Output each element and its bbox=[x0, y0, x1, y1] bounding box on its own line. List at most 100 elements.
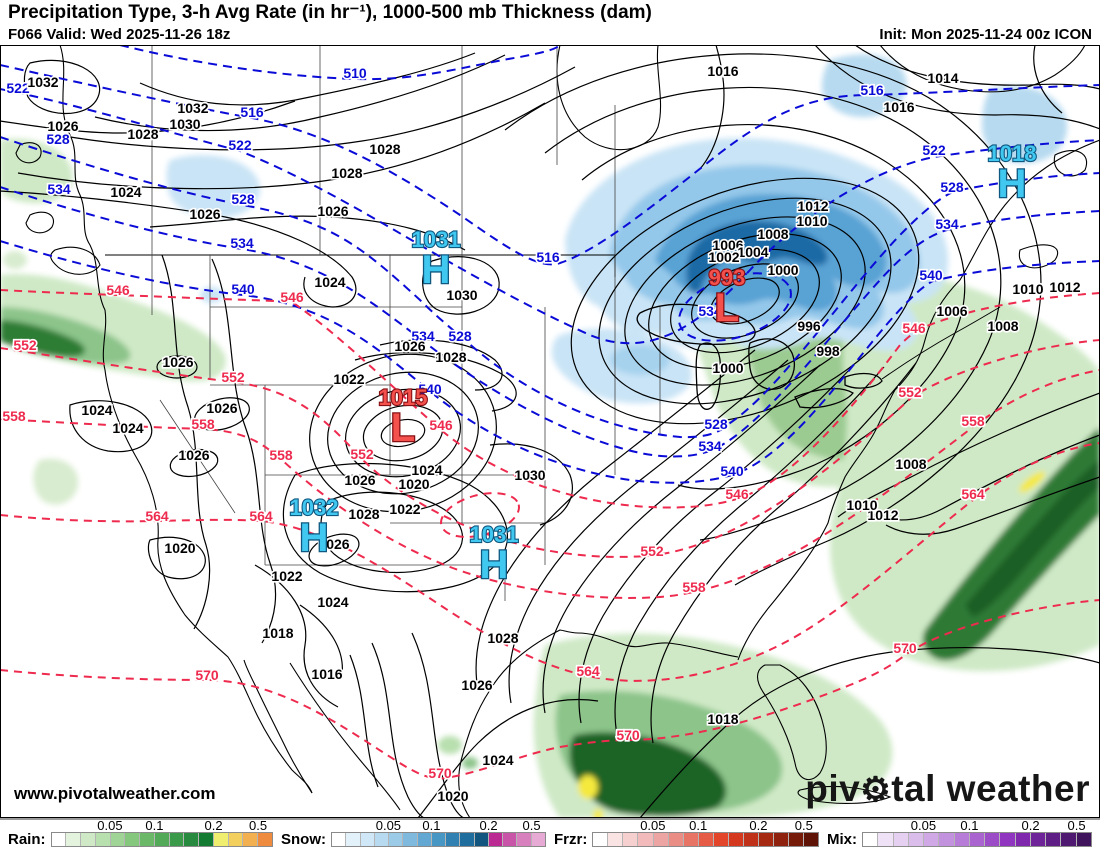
contour-label-1028: 1028 bbox=[369, 141, 400, 157]
pressure-value-1018: 1018 bbox=[988, 141, 1037, 166]
contour-label-1006: 1006 bbox=[712, 237, 743, 253]
logo-text-post: tal weather bbox=[891, 768, 1090, 809]
contour-label-516: 516 bbox=[240, 104, 264, 120]
legend-color-cell bbox=[1030, 833, 1047, 846]
legend-color-cell bbox=[1000, 833, 1016, 846]
legend-color-cell bbox=[713, 833, 729, 846]
contour-label-558: 558 bbox=[191, 416, 215, 432]
contour-label-1022: 1022 bbox=[271, 568, 302, 584]
legend-color-cell bbox=[95, 833, 111, 846]
contour-label-1024: 1024 bbox=[317, 594, 348, 610]
contour-label-1018: 1018 bbox=[707, 711, 738, 727]
legend-color-cell bbox=[51, 833, 67, 846]
header: Precipitation Type, 3-h Avg Rate (in hr⁻… bbox=[0, 0, 1100, 45]
legend-color-cell bbox=[374, 833, 390, 846]
contour-label-546: 546 bbox=[902, 320, 926, 336]
isobars bbox=[0, 44, 1100, 819]
contour-label-996: 996 bbox=[797, 318, 821, 334]
contour-label-546: 546 bbox=[106, 282, 130, 298]
legend-color-cell bbox=[389, 833, 404, 846]
low-center-marker: L bbox=[391, 406, 415, 450]
contour-label-528: 528 bbox=[231, 191, 255, 207]
contour-label-534: 534 bbox=[411, 328, 435, 344]
legend-tick-label: 0.5 bbox=[522, 818, 541, 833]
contour-label-1028: 1028 bbox=[487, 630, 518, 646]
contour-label-1006: 1006 bbox=[936, 303, 967, 319]
legend-color-cell bbox=[66, 833, 82, 846]
legend-tick-label: 0.5 bbox=[249, 818, 268, 833]
map-area: 510 516 516 516 522 522 522 528 528 528 528 528 534 5… bbox=[0, 44, 1100, 821]
contour-label-1016: 1016 bbox=[707, 63, 738, 79]
contour-label-1024: 1024 bbox=[110, 184, 141, 200]
contour-label-1032: 1032 bbox=[177, 100, 208, 116]
contour-label-528: 528 bbox=[940, 179, 964, 195]
high-center-marker: H bbox=[480, 543, 509, 587]
contour-label-1032: 1032 bbox=[27, 74, 58, 90]
contour-label-1000: 1000 bbox=[767, 262, 798, 278]
contour-label-1026: 1026 bbox=[162, 354, 193, 370]
contour-label-1028: 1028 bbox=[127, 126, 158, 142]
pressure-value-1015: 1015 bbox=[379, 385, 428, 410]
contour-label-528: 528 bbox=[46, 131, 70, 147]
contour-label-998: 998 bbox=[816, 343, 840, 359]
watermark-url: www.pivotalweather.com bbox=[14, 784, 216, 803]
legend-color-cell bbox=[668, 833, 684, 846]
high-center-marker: H bbox=[300, 516, 329, 560]
contour-label-570: 570 bbox=[616, 727, 640, 743]
contour-label-534: 534 bbox=[698, 438, 722, 454]
low-center-marker: L bbox=[715, 286, 739, 330]
legend-tick-label: 0.5 bbox=[794, 818, 813, 833]
legend-tick-label: 0.5 bbox=[1067, 818, 1086, 833]
legend-colorbar-frzr: 0.05 0.1 0.2 0.5 bbox=[592, 818, 819, 847]
legend-color-cell bbox=[954, 833, 970, 846]
contour-label-558: 558 bbox=[2, 408, 26, 424]
legend-color-cell bbox=[110, 833, 126, 846]
contour-label-534: 534 bbox=[47, 181, 71, 197]
legend-color-cell bbox=[517, 833, 532, 846]
contour-label-1026: 1026 bbox=[178, 447, 209, 463]
contour-label-564: 564 bbox=[145, 508, 169, 524]
contour-label-552: 552 bbox=[640, 543, 664, 559]
contour-label-510: 510 bbox=[343, 65, 367, 81]
legend-color-cell bbox=[140, 833, 155, 846]
contour-label-1000: 1000 bbox=[712, 360, 743, 376]
legend-tick-label: 0.2 bbox=[749, 818, 768, 833]
legend-group-rain: Rain: 0.05 0.1 0.2 0.5 bbox=[8, 818, 273, 850]
contour-label-540: 540 bbox=[720, 463, 744, 479]
legend-color-cell bbox=[893, 833, 909, 846]
legend-color-cell bbox=[908, 833, 925, 846]
legend-tick-label: 0.05 bbox=[910, 818, 937, 833]
pressure-value-1031: 1031 bbox=[412, 227, 461, 252]
contour-label-1016: 1016 bbox=[311, 666, 342, 682]
legend-tick-label: 0.05 bbox=[640, 818, 666, 833]
legend-color-cell bbox=[228, 833, 244, 846]
legend-color-cell bbox=[758, 833, 774, 846]
logo-text-pre: piv bbox=[805, 768, 861, 809]
legend-color-cell bbox=[623, 833, 639, 846]
contour-label-1018: 1018 bbox=[262, 625, 293, 641]
contour-label-1026: 1026 bbox=[206, 400, 237, 416]
legend-label-frzr: Frzr: bbox=[554, 831, 588, 848]
contour-label-1004: 1004 bbox=[737, 244, 768, 260]
thickness-contours-red bbox=[0, 289, 1100, 780]
legend-color-cell bbox=[81, 833, 96, 846]
contour-label-534: 534 bbox=[698, 303, 722, 319]
legend-label-mix: Mix: bbox=[827, 831, 857, 848]
legend-group-mix: Mix: 0.05 0.1 0.2 0.5 bbox=[827, 818, 1092, 850]
contour-label-1012: 1012 bbox=[1049, 279, 1080, 295]
contour-label-564: 564 bbox=[961, 486, 985, 502]
legend-color-cell bbox=[653, 833, 669, 846]
legend-color-cell bbox=[431, 833, 447, 846]
contour-label-570: 570 bbox=[428, 765, 452, 781]
legend-color-cell bbox=[125, 833, 141, 846]
pressure-value-1032: 1032 bbox=[290, 495, 339, 520]
contour-label-1030: 1030 bbox=[446, 287, 477, 303]
contour-label-1028: 1028 bbox=[348, 506, 379, 522]
contour-label-1030: 1030 bbox=[514, 467, 545, 483]
legend-tick-label: 0.2 bbox=[479, 818, 498, 833]
contour-label-1016: 1016 bbox=[883, 99, 914, 115]
valid-time-label: F066 Valid: Wed 2025-11-26 18z bbox=[8, 26, 231, 43]
legend-color-cell bbox=[788, 833, 804, 846]
legend-color-cell bbox=[460, 833, 475, 846]
legend-color-cell bbox=[474, 833, 489, 846]
